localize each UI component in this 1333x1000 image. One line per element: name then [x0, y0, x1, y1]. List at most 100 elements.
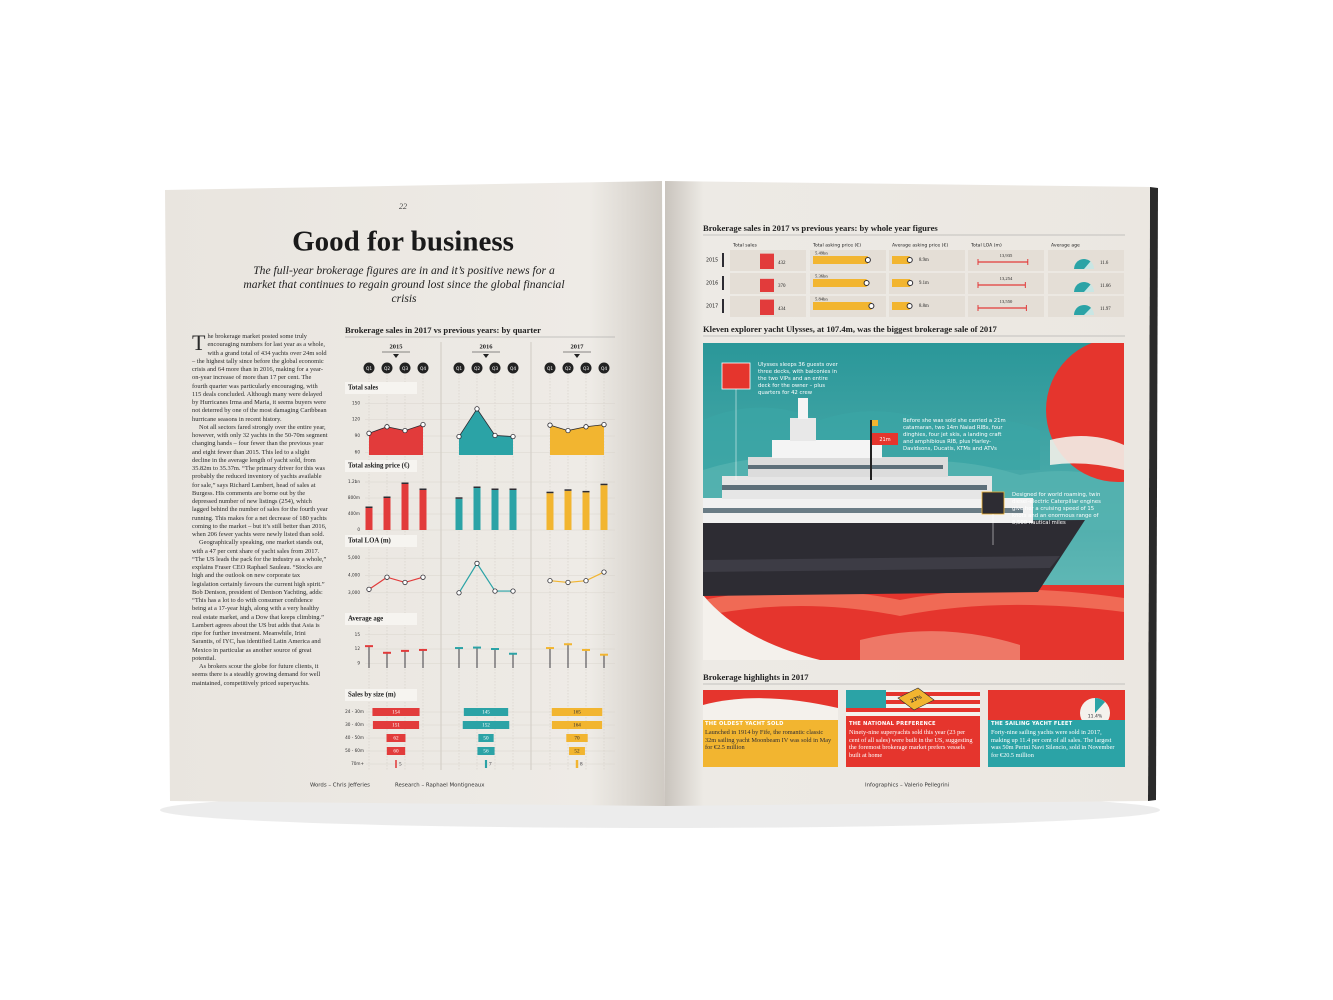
point — [492, 432, 498, 439]
bar — [491, 490, 499, 530]
section-label-bg — [345, 460, 417, 472]
y-tick-label: 400m — [348, 511, 360, 516]
tip — [473, 646, 481, 649]
size-value: 62 — [393, 736, 399, 742]
size-label: 30 - 40m — [345, 722, 364, 727]
annotation: Designed for world roaming, twin diesel-… — [1012, 492, 1101, 526]
section-label: Sales by size (m) — [348, 692, 396, 699]
average-value: 9.1m — [919, 281, 929, 286]
flag — [872, 433, 898, 445]
pie-label: 11.4% — [1088, 714, 1103, 720]
snow — [703, 595, 820, 660]
y-tick-label: 1.2bn — [348, 479, 360, 484]
asking-value: 5.36bn — [815, 274, 828, 279]
marker — [483, 354, 489, 358]
size-value: 70 — [574, 736, 580, 742]
tip — [600, 653, 608, 656]
average-bar — [892, 302, 910, 310]
asking-value: 5.84bn — [815, 297, 828, 302]
point — [384, 424, 390, 430]
note-icon — [872, 420, 878, 426]
note-icon — [981, 491, 1005, 515]
point — [510, 433, 516, 440]
quarter-dot — [471, 362, 483, 374]
cell — [968, 273, 1044, 294]
y-tick-label: 15 — [355, 632, 361, 637]
quarter-dot — [381, 362, 393, 374]
point — [583, 424, 589, 430]
quarter-dot — [598, 362, 610, 374]
quarter-label: Q1 — [547, 366, 553, 372]
size-bar — [386, 734, 406, 742]
paragraph: Not all sectors fared strongly over the … — [192, 423, 328, 538]
y-tick-label: 12 — [355, 646, 361, 651]
flag-label: 21m — [879, 437, 890, 443]
asking-bar — [813, 256, 868, 264]
size-label: 50 - 60m — [345, 748, 364, 753]
badge-label: 23% — [910, 694, 923, 704]
stripe — [846, 716, 980, 720]
quarter-label: Q4 — [420, 366, 426, 372]
tip — [419, 648, 427, 651]
point — [547, 422, 553, 428]
size-bar — [575, 760, 579, 768]
highlight-heading: THE NATIONAL PREFERENCE — [849, 721, 936, 727]
cell — [889, 296, 965, 317]
highlight-heading: THE SAILING YACHT FLEET — [991, 721, 1073, 727]
size-value: 8 — [580, 762, 583, 768]
size-value: 50 — [483, 736, 489, 742]
quarter-label: Q2 — [384, 366, 390, 372]
line — [368, 424, 424, 434]
average-value: 8.8m — [919, 304, 929, 309]
cell — [968, 250, 1044, 271]
sales-bar — [760, 278, 774, 292]
tip — [455, 647, 463, 650]
tip — [582, 648, 590, 651]
size-value: 165 — [573, 710, 581, 716]
point — [384, 574, 390, 580]
chart-title: Brokerage sales in 2017 vs previous year… — [345, 325, 541, 335]
size-bar — [569, 747, 585, 755]
sales-value: 370 — [778, 284, 786, 289]
paragraph: The brokerage market posted some truly e… — [192, 330, 327, 423]
badge — [897, 687, 935, 711]
paragraph: As brokers scour the globe for future cl… — [192, 663, 321, 687]
size-value: 152 — [482, 723, 490, 729]
bar — [473, 488, 481, 530]
point — [601, 421, 607, 428]
size-value: 164 — [573, 723, 581, 729]
asking-end — [863, 280, 870, 286]
bar-cap — [419, 488, 427, 490]
section-label: Total LOA (m) — [348, 538, 391, 545]
point — [402, 579, 408, 586]
quarter-label: Q3 — [402, 366, 408, 372]
area — [550, 424, 604, 455]
year-tick — [722, 299, 724, 313]
loa-value: 13,550 — [1000, 299, 1013, 305]
sales-bar — [760, 253, 774, 269]
line — [458, 408, 514, 437]
sales-value: 432 — [778, 261, 786, 266]
tip — [365, 645, 373, 648]
bar-cap — [600, 483, 608, 486]
cell — [968, 296, 1044, 317]
column-header: Total LOA (m) — [970, 243, 1002, 249]
windows — [748, 465, 943, 469]
section-label-bg — [345, 689, 417, 701]
point — [456, 590, 462, 596]
sales-bar — [760, 299, 774, 315]
section-label: Average age — [348, 616, 383, 623]
column-header: Total asking price (€) — [812, 243, 861, 249]
quarter-dot — [489, 362, 501, 374]
section-label: Total asking price (€) — [348, 463, 410, 470]
credit: Infographics – Valerio Pellegrini — [865, 783, 949, 789]
column-header: Average age — [1051, 243, 1080, 249]
size-bar — [372, 708, 420, 716]
point — [601, 569, 607, 575]
bar — [455, 498, 463, 530]
headline: Good for business — [292, 226, 514, 258]
area — [459, 408, 513, 455]
quarter-dot — [399, 362, 411, 374]
size-bar — [372, 721, 420, 729]
quarter-label: Q3 — [492, 366, 498, 372]
